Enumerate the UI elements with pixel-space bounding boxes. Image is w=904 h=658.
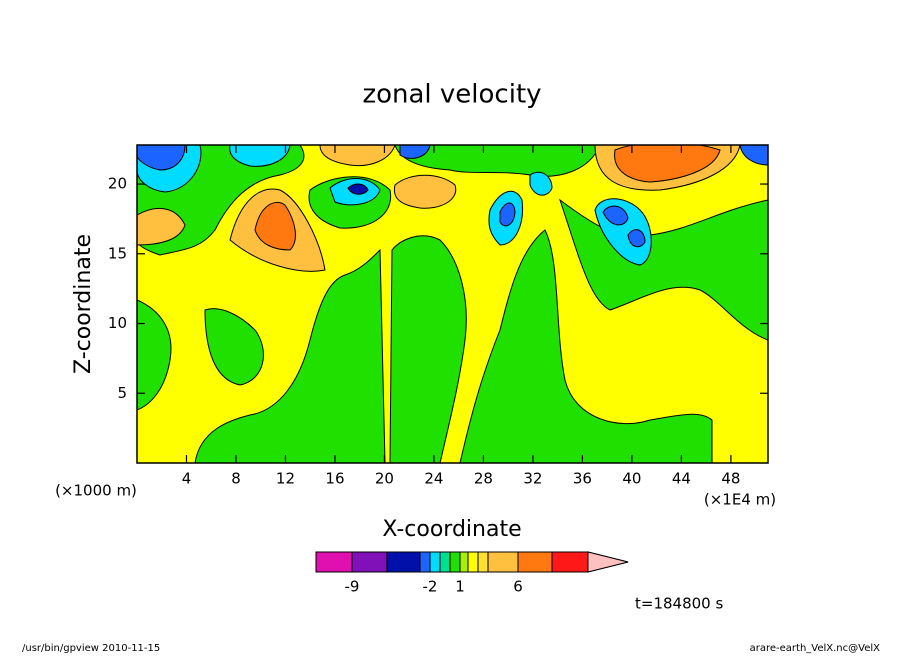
contour-region [137, 299, 172, 411]
colorbar-segment [517, 551, 553, 573]
colorbar-tick-label: -9 [345, 578, 360, 596]
contour-region [393, 174, 457, 209]
x-tick-label: 4 [182, 470, 192, 488]
x-tick-label: 16 [325, 470, 344, 488]
contour-region [602, 205, 646, 248]
y-tick-label: 5 [117, 384, 127, 402]
footer-right: arare-earth_VelX.nc@VelX [750, 643, 881, 654]
x-tick-label: 24 [424, 470, 443, 488]
contour-region [394, 145, 601, 177]
y-tick-label: 15 [108, 244, 127, 262]
contour-region [254, 201, 296, 251]
x-tick-label: 44 [672, 470, 691, 488]
y-tick-label: 10 [108, 314, 127, 332]
colorbar-segment [459, 551, 469, 573]
colorbar-tick-label: -2 [423, 578, 438, 596]
colorbar-segment [419, 551, 431, 573]
footer-left: /usr/bin/gpview 2010-11-15 [22, 643, 160, 654]
contour-region [204, 308, 264, 386]
contour-region [459, 229, 713, 463]
x-tick-label: 48 [721, 470, 740, 488]
contour-region [529, 171, 553, 196]
colorbar-segment [551, 551, 589, 573]
x-tick-label: 40 [622, 470, 641, 488]
x-axis-label: X-coordinate [382, 517, 521, 542]
time-label: t=184800 s [635, 595, 723, 613]
x-tick-label: 32 [523, 470, 542, 488]
y-tick-label: 20 [108, 175, 127, 193]
contour-region [229, 145, 291, 167]
chart-title: zonal velocity [362, 80, 541, 110]
contour-region [137, 207, 186, 246]
colorbar-segment [449, 551, 461, 573]
contour-field [137, 145, 768, 463]
contour-region [319, 145, 396, 167]
x-tick-label: 8 [231, 470, 241, 488]
x-tick-label: 28 [474, 470, 493, 488]
colorbar-segment [439, 551, 451, 573]
colorbar-segment [467, 551, 479, 573]
x-tick-label: 20 [375, 470, 394, 488]
colorbar-segment [351, 551, 388, 573]
colorbar-segment [386, 551, 421, 573]
contour-region [389, 235, 467, 463]
colorbar-segment [315, 551, 353, 573]
colorbar-segment [487, 551, 519, 573]
x-tick-label: 36 [573, 470, 592, 488]
plot-frame [136, 144, 769, 464]
contour-region [499, 202, 516, 227]
contour-region [614, 145, 721, 183]
x-unit-label: (×1E4 m) [704, 491, 776, 509]
colorbar-tick-label: 6 [513, 578, 523, 596]
x-tick-label: 12 [276, 470, 295, 488]
contour-region [137, 145, 186, 171]
y-unit-label: (×1000 m) [55, 482, 137, 500]
colorbar-arrow [587, 551, 629, 573]
colorbar-tick-label: 1 [455, 578, 465, 596]
contour-region [194, 248, 386, 463]
colorbar-segment [429, 551, 441, 573]
y-axis-label: Z-coordinate [71, 234, 96, 374]
contour-region [347, 183, 369, 195]
colorbar-segment [477, 551, 489, 573]
